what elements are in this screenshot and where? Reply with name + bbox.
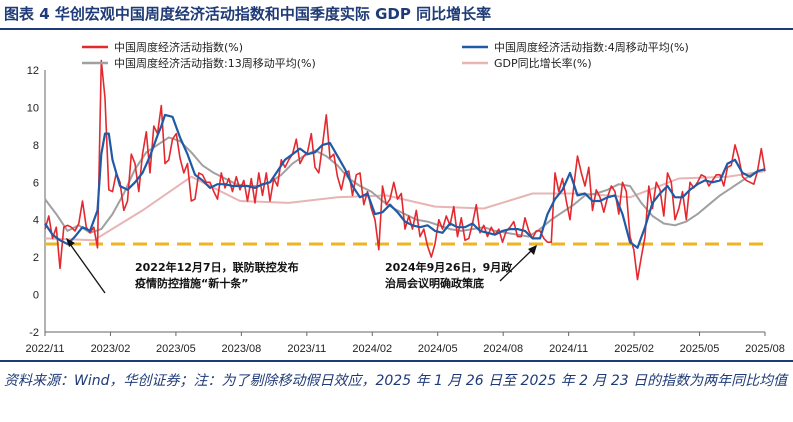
legend-label-gdp: GDP同比增长率(%) (494, 56, 592, 70)
annotation-2022-line2: 疫情防控措施“新十条” (135, 276, 248, 290)
x-tick-label: 2025/02 (614, 343, 654, 355)
legend-label-weekly: 中国周度经济活动指数(%) (114, 40, 243, 54)
series-13wk-ma (44, 136, 766, 238)
source-note: 资料来源：Wind，华创证券；注：为了剔除移动假日效应，2025 年 1 月 2… (4, 373, 788, 389)
annotation-2024-arrowhead (528, 245, 537, 255)
series-weekly-index (44, 59, 766, 281)
chart: -2 0 2 4 6 8 10 12 2022/11 2023/02 2023/05 2023/08… (26, 40, 785, 355)
legend-item-weekly: 中国周度经济活动指数(%) (82, 40, 243, 54)
x-tick-label: 2023/02 (91, 343, 131, 355)
x-ticks: 2022/11 2023/02 2023/05 2023/08 2023/11 2024/… (26, 332, 785, 355)
x-tick-label: 2024/08 (483, 343, 523, 355)
x-tick-label: 2024/05 (418, 343, 458, 355)
legend-item-gdp: GDP同比增长率(%) (462, 56, 592, 70)
annotation-2024: 2024年9月26日，9月政 治局会议明确政策底 (385, 245, 537, 290)
x-tick-label: 2025/05 (680, 343, 720, 355)
x-tick-label: 2023/05 (156, 343, 196, 355)
annotation-2022-arrow (69, 243, 106, 294)
chart-title: 图表 4 华创宏观中国周度经济活动指数和中国季度实际 GDP 同比增长率 (4, 5, 492, 23)
annotation-2024-line1: 2024年9月26日，9月政 (385, 260, 513, 274)
y-tick-label: 2 (33, 252, 39, 264)
y-tick-label: 6 (33, 177, 39, 189)
x-tick-label: 2025/08 (745, 343, 785, 355)
x-tick-label: 2024/11 (549, 343, 588, 355)
legend: 中国周度经济活动指数(%) 中国周度经济活动指数:4周移动平均(%) 中国周度经… (82, 40, 689, 70)
annotation-2022: 2022年12月7日，联防联控发布 疫情防控措施“新十条” (66, 238, 299, 294)
y-tick-label: 0 (33, 290, 39, 302)
y-tick-label: 12 (27, 65, 39, 77)
legend-label-13wk: 中国周度经济活动指数:13周移动平均(%) (114, 56, 316, 70)
x-tick-label: 2023/11 (287, 343, 326, 355)
y-tick-label: 8 (33, 140, 39, 152)
series-group (44, 59, 766, 281)
title-rule (0, 28, 793, 30)
x-tick-label: 2022/11 (26, 343, 65, 355)
plot-area: -2 0 2 4 6 8 10 12 2022/11 2023/02 2023/05 2023/08… (26, 59, 785, 355)
legend-item-13wk: 中国周度经济活动指数:13周移动平均(%) (82, 56, 316, 70)
legend-item-4wk: 中国周度经济活动指数:4周移动平均(%) (462, 40, 689, 54)
x-tick-label: 2024/02 (352, 343, 392, 355)
annotation-2024-line2: 治局会议明确政策底 (385, 276, 484, 290)
y-tick-label: 4 (33, 215, 39, 227)
series-4wk-ma (44, 113, 766, 249)
source-rule (0, 360, 793, 362)
legend-label-4wk: 中国周度经济活动指数:4周移动平均(%) (494, 40, 689, 54)
y-tick-label: -2 (29, 327, 39, 339)
y-tick-label: 10 (27, 102, 39, 114)
y-ticks: -2 0 2 4 6 8 10 12 (27, 65, 39, 339)
annotation-2022-arrowhead (66, 238, 75, 247)
series-gdp-yoy (44, 170, 766, 242)
x-tick-label: 2023/08 (221, 343, 261, 355)
annotation-2024-arrow (499, 249, 533, 282)
annotation-2022-line1: 2022年12月7日，联防联控发布 (135, 260, 299, 274)
